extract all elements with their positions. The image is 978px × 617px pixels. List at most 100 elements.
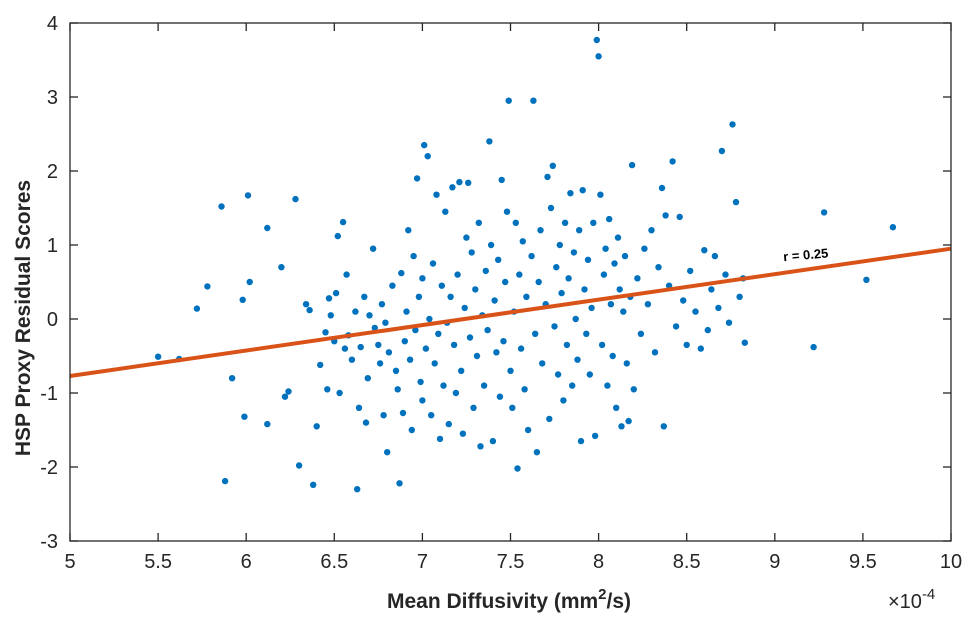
- data-point: [672, 323, 680, 330]
- data-point: [389, 282, 396, 289]
- data-point: [630, 386, 637, 393]
- data-point: [452, 389, 460, 397]
- data-point: [498, 176, 505, 184]
- data-point: [567, 190, 574, 197]
- y-tick-label: 0: [47, 309, 58, 331]
- data-point: [658, 184, 666, 192]
- data-point: [355, 404, 363, 411]
- data-point: [532, 330, 539, 337]
- x-axis-label-main: Mean Diffusivity (mm: [387, 590, 598, 613]
- data-point: [662, 212, 669, 219]
- data-point: [505, 97, 512, 104]
- data-point: [366, 312, 373, 319]
- data-point: [408, 426, 415, 434]
- data-point: [382, 319, 389, 326]
- data-point: [419, 275, 426, 282]
- data-point: [606, 215, 613, 223]
- data-point: [889, 224, 897, 231]
- data-point: [394, 386, 401, 393]
- data-point: [324, 386, 331, 393]
- data-points: [154, 36, 897, 493]
- data-point: [456, 178, 463, 186]
- data-point: [590, 219, 597, 226]
- data-point: [722, 271, 729, 278]
- data-point: [431, 360, 438, 367]
- data-point: [604, 382, 611, 389]
- data-point: [625, 417, 632, 425]
- data-point: [563, 341, 571, 349]
- data-point: [435, 330, 442, 337]
- data-point: [736, 293, 743, 300]
- data-point: [495, 256, 502, 263]
- data-point: [591, 432, 599, 440]
- data-point: [655, 264, 662, 271]
- x-tick-label: 8: [593, 551, 604, 573]
- data-point: [820, 209, 828, 216]
- data-point: [278, 264, 285, 271]
- data-point: [651, 349, 659, 356]
- data-point: [480, 382, 488, 389]
- data-point: [644, 301, 652, 308]
- data-point: [463, 234, 470, 241]
- data-point: [285, 388, 292, 395]
- data-point: [634, 275, 641, 282]
- x-axis-label: Mean Diffusivity (mm2/s): [387, 586, 631, 613]
- data-point: [244, 192, 252, 199]
- data-point: [334, 232, 341, 240]
- data-point: [560, 397, 567, 404]
- data-point: [616, 286, 623, 293]
- data-point: [354, 486, 361, 493]
- data-point: [343, 271, 350, 278]
- data-point: [544, 173, 551, 181]
- data-point: [458, 367, 465, 374]
- data-point: [486, 138, 493, 145]
- correlation-annotation: r = 0.25: [783, 245, 829, 264]
- data-point: [496, 393, 504, 400]
- data-point: [348, 356, 356, 363]
- data-point: [537, 227, 544, 234]
- data-point: [598, 341, 606, 349]
- data-point: [701, 247, 708, 254]
- data-point: [715, 304, 722, 312]
- data-point: [618, 423, 625, 430]
- data-point: [472, 286, 479, 293]
- data-point: [500, 338, 507, 345]
- data-point: [584, 256, 592, 263]
- data-point: [602, 245, 609, 252]
- data-point: [558, 289, 565, 297]
- data-point: [415, 293, 423, 300]
- data-point: [676, 213, 683, 221]
- data-point: [461, 304, 468, 312]
- data-point: [609, 352, 616, 360]
- regression-line: [69, 246, 952, 378]
- data-point: [417, 378, 424, 386]
- y-tick-label: 1: [47, 235, 58, 257]
- data-point: [607, 301, 615, 308]
- data-point: [586, 371, 593, 378]
- x-axis-exponent: ×10-4: [888, 586, 935, 613]
- data-point: [428, 412, 435, 419]
- data-point: [621, 252, 629, 260]
- data-point: [623, 360, 630, 367]
- data-point: [241, 413, 248, 420]
- data-point: [810, 343, 817, 351]
- data-point: [729, 121, 736, 128]
- data-point: [692, 308, 699, 315]
- x-tick-label: 9.5: [849, 551, 877, 573]
- data-point: [572, 315, 579, 323]
- x-tick-label: 5.5: [144, 551, 172, 573]
- data-point: [660, 423, 667, 430]
- data-point: [440, 382, 447, 389]
- data-point: [352, 308, 359, 315]
- data-point: [385, 349, 393, 356]
- data-point: [426, 315, 433, 323]
- data-point: [583, 330, 590, 337]
- data-point: [438, 282, 445, 289]
- data-point: [475, 219, 482, 226]
- data-point: [473, 352, 481, 360]
- y-tick-label: 4: [47, 13, 58, 35]
- data-point: [648, 227, 655, 234]
- data-point: [465, 179, 472, 186]
- data-point: [620, 308, 627, 315]
- data-point: [450, 341, 458, 349]
